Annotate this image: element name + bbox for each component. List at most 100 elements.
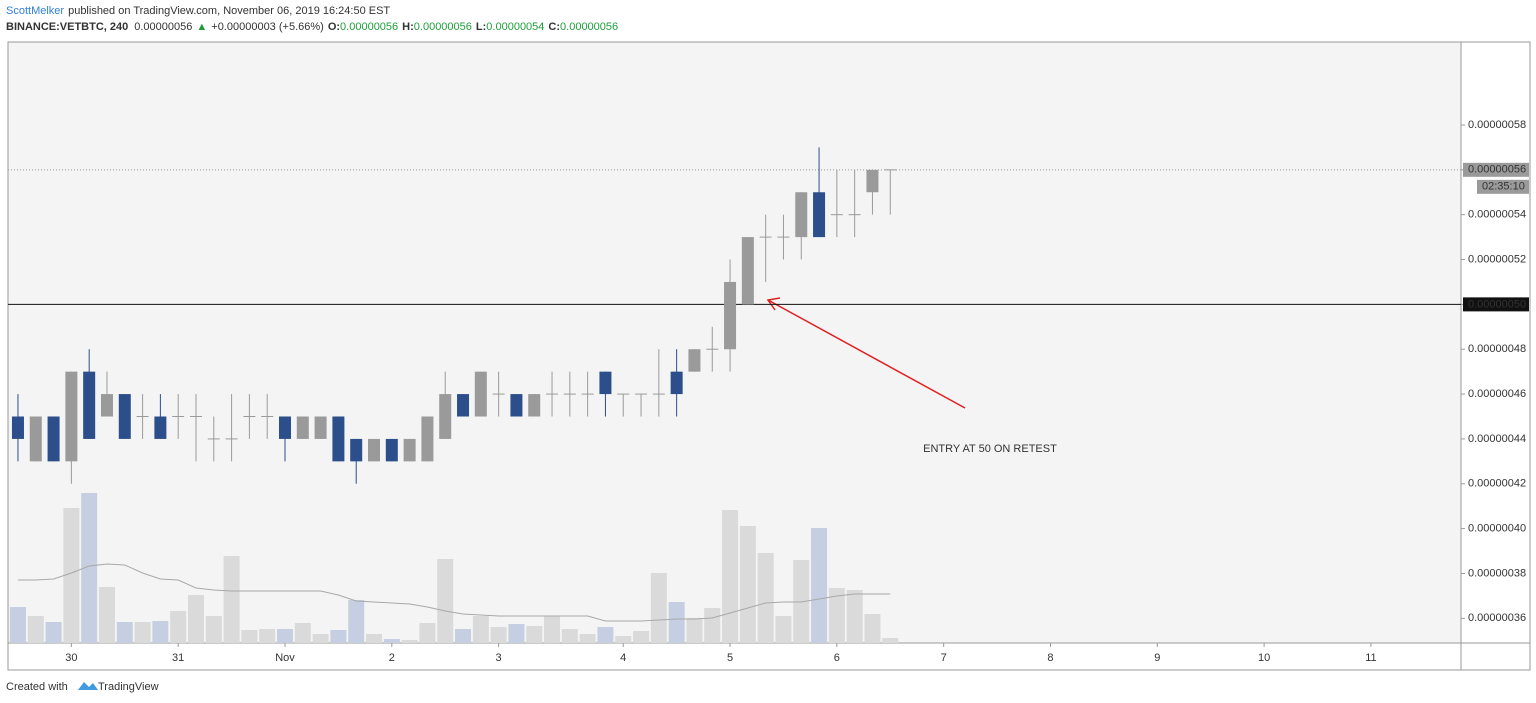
candle-body xyxy=(65,371,78,462)
volume-bar xyxy=(739,526,756,643)
frame xyxy=(7,41,1531,671)
candle xyxy=(866,169,879,215)
candle xyxy=(225,394,238,462)
volume-bar xyxy=(508,624,525,643)
candle xyxy=(635,393,648,417)
y-tick-label: 0.00000052 xyxy=(1468,253,1526,265)
candle xyxy=(884,169,897,215)
annotation: ENTRY AT 50 ON RETEST xyxy=(923,443,1057,455)
candle xyxy=(706,326,719,372)
candle-body xyxy=(474,371,487,417)
candle-body xyxy=(83,371,96,439)
header-line-2: BINANCE:VETBTC, 240 0.00000056 ▲ +0.0000000… xyxy=(6,21,618,33)
ohlc-value: 0.00000056 xyxy=(340,21,398,33)
countdown-box xyxy=(1477,179,1529,194)
volume-ma-line xyxy=(17,563,891,622)
volume-bar xyxy=(134,622,151,643)
candle xyxy=(670,349,683,417)
published: published on TradingView.com, November 0… xyxy=(68,5,390,17)
volume-bar xyxy=(775,616,792,643)
change: +0.00000003 (+5.66%) xyxy=(211,21,324,33)
ohlc-value: 0.00000056 xyxy=(414,21,472,33)
candle xyxy=(528,394,541,417)
x-tick-label: 30 xyxy=(65,652,77,664)
candle-body xyxy=(296,416,309,439)
candle xyxy=(759,214,772,282)
symbol: BINANCE:VETBTC, 240 xyxy=(6,21,128,33)
y-tick-label: 0.00000040 xyxy=(1468,523,1526,535)
candle xyxy=(47,416,60,462)
volume-bar xyxy=(223,556,240,643)
candle xyxy=(581,371,594,417)
x-tick-label: 9 xyxy=(1154,652,1160,664)
price: 0.00000056 xyxy=(134,21,192,33)
candle xyxy=(314,416,327,439)
candle-body xyxy=(29,416,42,462)
candle-body xyxy=(47,416,60,462)
x-tick-label: Nov xyxy=(275,652,295,664)
countdown: 02:35:10 xyxy=(1482,181,1525,193)
candle-body xyxy=(385,438,398,462)
candle xyxy=(492,371,505,417)
candle-body xyxy=(154,416,167,439)
volume-bar xyxy=(152,621,169,643)
candle-body xyxy=(118,394,131,439)
volume-bar xyxy=(615,636,632,643)
volume-bar xyxy=(882,638,899,643)
volume-bar xyxy=(526,626,543,643)
candle xyxy=(777,214,790,260)
x-tick-label: 4 xyxy=(620,652,626,664)
volume-bar xyxy=(98,587,115,643)
candle xyxy=(243,394,256,439)
candle xyxy=(350,438,363,484)
candle-body xyxy=(599,371,612,395)
candle-body xyxy=(314,416,327,439)
volume-bar xyxy=(472,616,489,643)
volume-bar xyxy=(187,595,204,643)
volume-bar xyxy=(597,627,614,643)
volume-bar xyxy=(419,623,436,643)
volume-bar xyxy=(241,630,258,643)
candle-body xyxy=(528,394,541,417)
candle xyxy=(118,394,131,439)
candle xyxy=(368,438,381,462)
x-tick-label: 3 xyxy=(496,652,502,664)
candle-body xyxy=(278,416,291,439)
candle xyxy=(510,394,523,417)
arrow-head xyxy=(766,297,781,311)
volume-bar xyxy=(401,640,418,643)
x-tick-label: 11 xyxy=(1365,652,1376,664)
y-tick-label: 0.00000048 xyxy=(1468,343,1526,355)
candle xyxy=(688,349,701,372)
volume-bar xyxy=(650,573,667,643)
candle xyxy=(296,416,309,439)
candle xyxy=(29,416,42,462)
candle xyxy=(11,394,24,462)
candle xyxy=(403,438,416,462)
candle xyxy=(207,416,220,462)
candle-body xyxy=(332,416,345,462)
candle xyxy=(65,371,78,484)
volume-bar xyxy=(757,553,774,643)
candle xyxy=(100,371,113,417)
volume-bar xyxy=(561,629,578,643)
candle xyxy=(617,393,630,417)
hline-label-box xyxy=(1463,297,1529,312)
candle-body xyxy=(457,394,470,417)
footer-brand: TradingView xyxy=(98,681,159,693)
candle xyxy=(563,371,576,417)
volume-bar xyxy=(170,611,187,643)
volume-bar xyxy=(811,528,828,643)
arrow: ▲ xyxy=(196,21,207,33)
ohlc-label: O: xyxy=(328,21,340,33)
volume-bar xyxy=(205,616,222,643)
volume-bar xyxy=(312,634,329,643)
volume-bar xyxy=(722,510,739,643)
volume-bar xyxy=(276,629,293,643)
volume-bar xyxy=(27,616,44,643)
candle-body xyxy=(795,192,808,238)
candle-body xyxy=(866,169,879,193)
candle-body xyxy=(813,192,826,238)
candle xyxy=(421,416,434,462)
candle xyxy=(724,259,737,372)
